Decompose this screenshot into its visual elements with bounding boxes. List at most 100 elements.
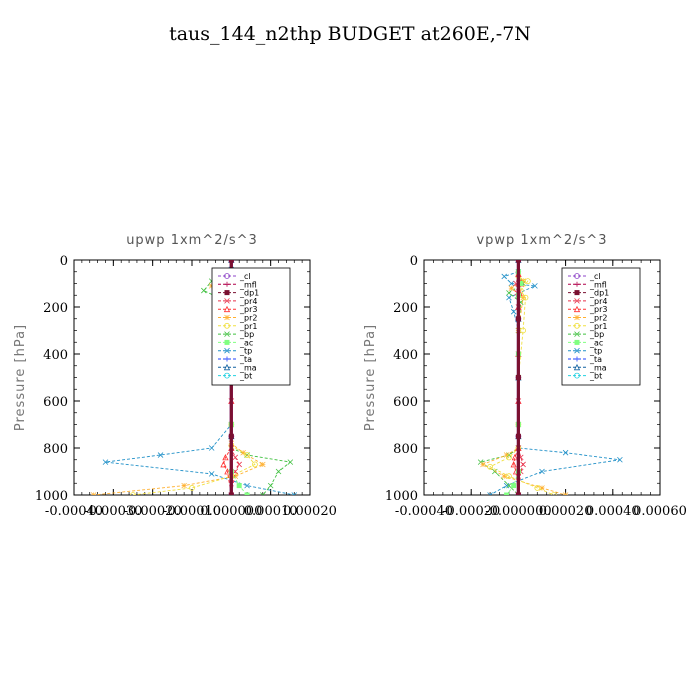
legend-marker-ta [224,356,230,362]
legend-label-mfl: _mfl [239,280,257,289]
legend-marker-ac [574,339,580,345]
legend-marker-bp [574,331,580,337]
data-point-pr2 [232,473,239,479]
data-point-pr1 [524,278,531,285]
legend-box [561,267,641,386]
legend-marker-pr1 [224,322,230,329]
data-point-tp [244,482,250,489]
data-point-dp1 [515,433,521,439]
series-line-tp [105,268,295,495]
data-point-pr1 [487,463,493,470]
data-point-pr2 [562,492,569,495]
data-point-tp [539,468,545,475]
data-point-tp [506,294,512,301]
y-tick-label: 800 [43,442,68,457]
data-point-pr1 [520,327,527,334]
x-tick-label: -0.00040 [45,504,103,519]
data-point-pr2 [503,452,510,458]
data-point-pr2 [480,461,486,468]
data-point-dp1 [515,375,521,380]
data-point-pr3 [510,461,517,468]
data-point-ac [518,281,524,286]
legend-label-pr2: _pr2 [589,314,607,323]
series-line-pr2 [481,273,566,495]
data-point-bp [267,482,274,489]
data-point-dp1 [228,433,234,439]
legend-marker-cl [574,273,580,279]
data-point-pr1 [252,461,258,468]
data-point-pr1 [534,485,541,491]
legend-label-pr1: _pr1 [589,322,607,331]
legend-label-cl: _cl [589,272,601,281]
x-tick-label: -0.00020 [442,504,500,519]
data-point-pr4 [520,461,526,468]
data-point-pr2 [240,449,246,456]
data-point-tp [508,280,515,287]
legend-label-pr4: _pr4 [239,297,257,306]
y-tick-label: 0 [410,254,418,269]
legend-label-dp1: _dp1 [589,289,609,298]
data-point-bp [260,492,266,495]
x-tick-label: 0.00010 [244,504,298,519]
legend-label-pr3: _pr3 [239,305,257,314]
legend-marker-pr1 [574,322,580,329]
series-group [477,260,623,495]
data-point-tp [102,459,109,465]
legend-marker-pr3 [573,305,581,313]
legend-marker-pr3 [223,305,231,313]
legend: _cl_mfl_dp1_pr4_pr3_pr2_pr1_bp_ac_tp_ta_… [561,267,641,386]
y-tick-label: 800 [393,442,418,457]
legend-marker-tp [224,347,230,354]
data-point-bp [201,287,207,294]
legend-label-ac: _ac [589,338,603,347]
legend-marker-cl [224,273,230,279]
x-tick-label: 0.00020 [283,504,337,519]
legend-marker-dp1 [224,290,230,296]
legend-label-pr4: _pr4 [589,297,607,306]
chart-panel-2: vpwp 1xm^2/s^3 Pressure [hPa] 0 200 400 600 80… [363,233,687,519]
data-point-tp [562,449,569,456]
legend-marker-ma [223,363,231,371]
data-point-pr2 [260,461,266,468]
y-tick-label: 200 [393,301,418,316]
data-point-tp [208,445,215,451]
data-point-pr4 [232,454,239,461]
legend-label-ma: _ma [239,363,257,372]
data-point-tp [501,273,508,280]
data-point-ac [504,492,510,495]
figure-title: taus_144_n2thp BUDGET at260E,-7N [169,23,531,45]
panel-title: upwp 1xm^2/s^3 [126,233,258,248]
data-point-tp [503,482,510,489]
data-point-pr1 [244,452,250,458]
legend: _cl_mfl_dp1_pr4_pr3_pr2_pr1_bp_ac_tp_ta_… [211,267,291,386]
legend-marker-mfl [574,281,580,287]
legend-label-ta: _ta [239,355,252,364]
data-point-ac [244,492,250,495]
data-point-tp [487,492,493,495]
data-point-tp [291,492,298,495]
data-point-dp1 [228,260,234,263]
legend-label-ac: _ac [239,338,253,347]
legend-marker-tp [574,347,580,354]
data-point-tp [617,456,623,463]
x-tick-label: -0.00030 [84,504,142,519]
legend-marker-ta [574,356,580,362]
legend-marker-mfl [224,281,230,287]
y-tick-label: 400 [393,348,418,363]
data-point-pr1 [189,485,195,491]
data-point-pr2 [501,473,507,479]
legend-label-pr3: _pr3 [589,305,607,314]
data-point-tp [532,283,538,289]
legend-marker-bt [574,372,580,379]
data-point-pr3 [222,454,229,461]
legend-marker-pr2 [224,314,230,321]
data-point-bp [287,459,294,465]
legend-label-bt: _bt [239,372,252,381]
data-point-bp [506,482,512,489]
y-tick-label: 200 [43,301,68,316]
legend-label-mfl: _mfl [589,280,607,289]
legend-marker-pr4 [224,298,230,304]
data-point-dp1 [228,492,234,495]
y-tick-label: 600 [393,395,418,410]
data-point-pr4 [236,461,242,468]
